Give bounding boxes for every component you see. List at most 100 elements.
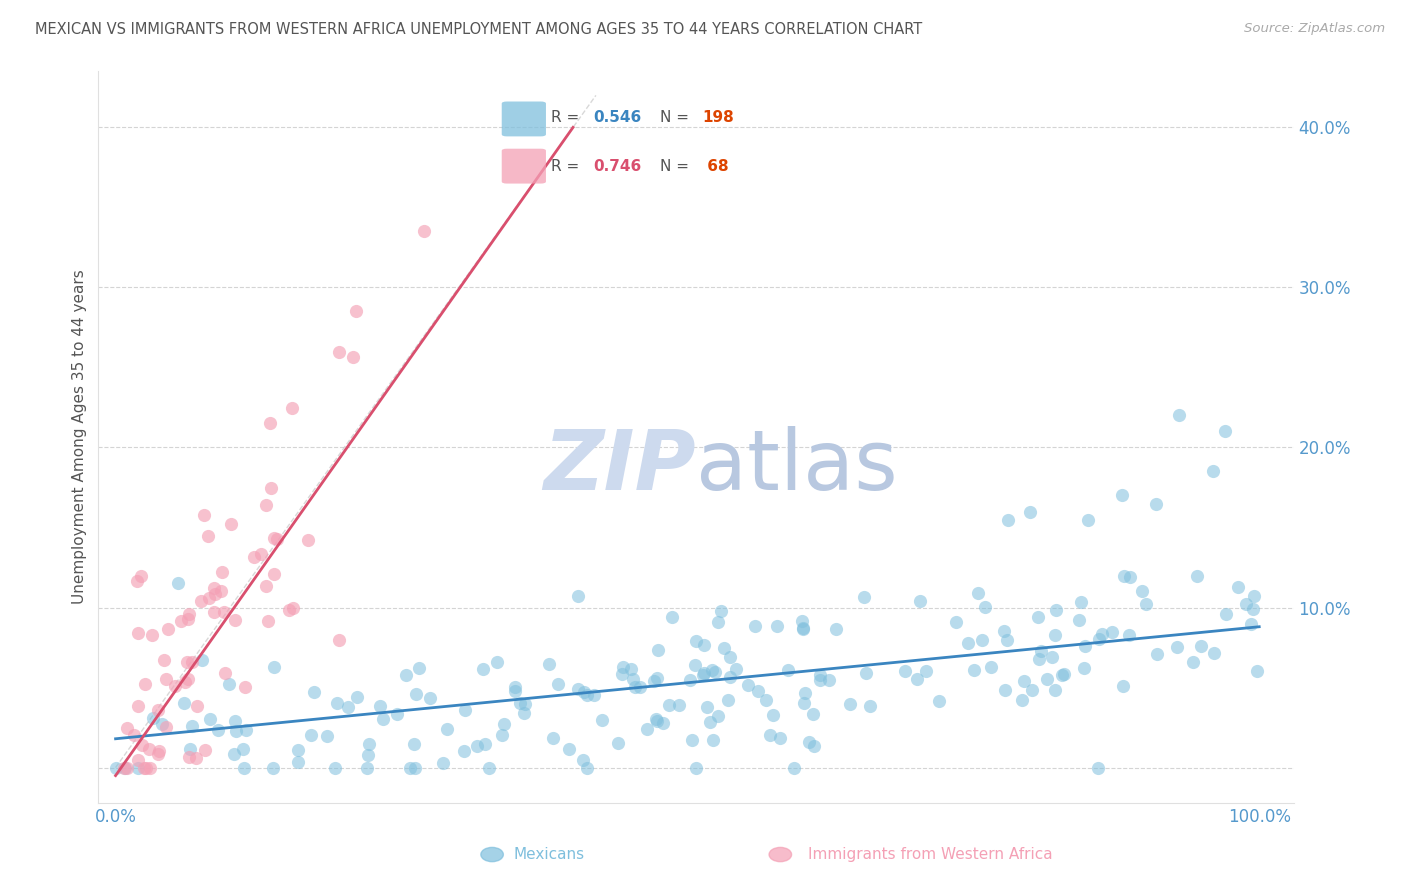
Point xyxy=(204,605,226,619)
Point xyxy=(328,345,350,359)
Point xyxy=(263,531,285,545)
Point xyxy=(853,590,876,604)
Point xyxy=(1021,683,1043,698)
Point xyxy=(259,417,281,431)
Point xyxy=(778,663,800,677)
Point xyxy=(628,681,651,695)
Point xyxy=(1040,649,1063,664)
Point xyxy=(170,614,193,628)
Point xyxy=(621,672,644,686)
Point xyxy=(454,703,477,717)
Point xyxy=(1087,761,1109,775)
Point xyxy=(1019,504,1042,518)
Point xyxy=(419,691,441,706)
Text: Immigrants from Western Africa: Immigrants from Western Africa xyxy=(808,847,1053,862)
Point xyxy=(194,743,217,757)
Point xyxy=(394,668,416,682)
Point xyxy=(432,756,454,771)
Text: 68: 68 xyxy=(702,159,728,174)
Point xyxy=(683,657,706,672)
Point xyxy=(176,612,198,626)
Text: N =: N = xyxy=(661,111,695,126)
Point xyxy=(174,674,197,689)
Point xyxy=(1189,640,1212,654)
Point xyxy=(207,723,229,738)
Point xyxy=(576,761,599,775)
Point xyxy=(769,731,792,746)
Point xyxy=(222,747,245,761)
Point xyxy=(218,677,240,691)
Text: 0.746: 0.746 xyxy=(593,159,641,174)
Point xyxy=(163,679,186,693)
Point xyxy=(808,673,831,688)
Point xyxy=(413,224,436,238)
Point xyxy=(707,615,730,630)
Point xyxy=(180,655,202,669)
Point xyxy=(685,761,707,775)
Point xyxy=(260,481,283,495)
Point xyxy=(1185,568,1208,582)
Point xyxy=(1135,597,1157,611)
Point xyxy=(692,666,714,681)
Point xyxy=(1202,465,1225,479)
Text: ZIP: ZIP xyxy=(543,425,696,507)
Point xyxy=(543,731,565,745)
Point xyxy=(571,753,593,767)
Point xyxy=(243,550,266,565)
Point xyxy=(202,581,225,595)
Point xyxy=(620,662,643,676)
Point xyxy=(720,650,742,665)
Point xyxy=(323,761,346,775)
Point xyxy=(762,708,785,723)
Point xyxy=(1215,607,1237,621)
Point xyxy=(575,688,598,702)
Point xyxy=(647,643,669,657)
Point xyxy=(127,698,149,713)
Point xyxy=(478,761,501,775)
Point xyxy=(668,698,690,712)
Point xyxy=(146,747,169,761)
Point xyxy=(135,761,157,775)
Point xyxy=(124,728,146,742)
Point xyxy=(250,547,273,561)
Point xyxy=(127,574,149,588)
Point xyxy=(1036,673,1059,687)
Point xyxy=(1144,496,1167,510)
Point xyxy=(112,761,135,775)
Point xyxy=(105,761,128,775)
Point xyxy=(1074,639,1097,653)
Point xyxy=(758,729,780,743)
Point xyxy=(1204,646,1226,660)
Point xyxy=(810,667,832,681)
Point xyxy=(1045,603,1067,617)
Point xyxy=(792,621,814,635)
Point xyxy=(399,761,422,775)
Point xyxy=(186,751,208,765)
Point xyxy=(717,693,740,707)
Point xyxy=(257,614,280,628)
Point xyxy=(328,632,350,647)
Point xyxy=(710,604,733,618)
Point xyxy=(287,756,309,770)
Point xyxy=(1091,627,1114,641)
Point xyxy=(357,747,380,762)
Point xyxy=(404,761,426,775)
Point xyxy=(1026,610,1049,624)
Point xyxy=(212,605,235,619)
Point xyxy=(150,717,173,731)
Point xyxy=(404,737,426,751)
Point xyxy=(281,600,304,615)
Point xyxy=(346,690,368,705)
Point xyxy=(155,672,177,686)
Point xyxy=(997,512,1019,526)
Point xyxy=(905,672,928,686)
Point xyxy=(681,733,703,747)
Point xyxy=(755,692,778,706)
Point xyxy=(803,739,825,754)
Point xyxy=(1028,651,1050,665)
Point xyxy=(297,533,319,547)
Point xyxy=(661,609,683,624)
Point xyxy=(356,761,378,775)
Point xyxy=(724,662,747,676)
Point xyxy=(436,722,458,736)
